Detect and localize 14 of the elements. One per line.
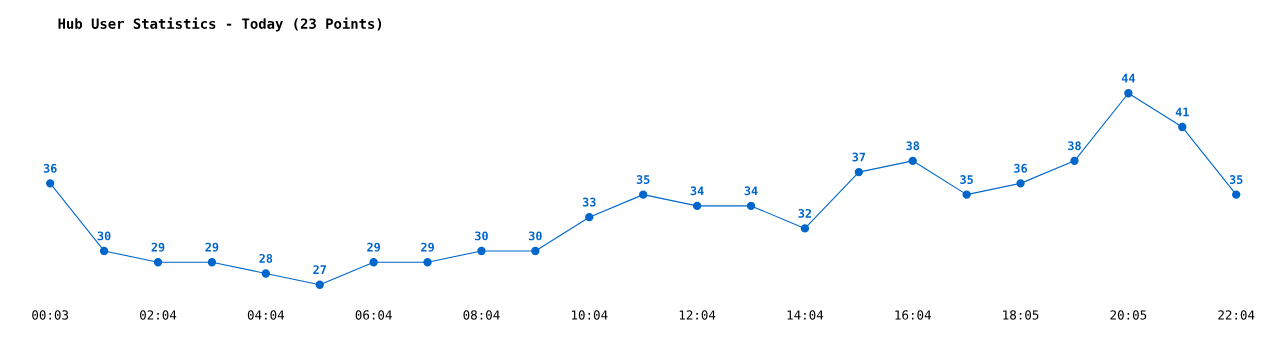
x-tick-label: 14:04 (787, 310, 824, 320)
x-tick-label: 02:04 (140, 310, 177, 320)
x-tick-label: 10:04 (571, 310, 608, 320)
x-tick-label: 20:05 (1110, 310, 1147, 320)
x-tick-label: 06:04 (355, 310, 392, 320)
data-label: 44 (1121, 73, 1135, 83)
x-tick-label: 08:04 (463, 310, 500, 320)
x-tick-label: 04:04 (247, 310, 285, 320)
x-tick-label: 22:04 (1218, 310, 1255, 320)
x-tick-label: 12:04 (679, 310, 716, 320)
x-tick-label: 18:05 (1003, 310, 1039, 320)
x-tick-label: 00:03 (32, 310, 69, 320)
x-tick-label: 16:04 (895, 310, 931, 320)
chart-title: Hub User Statistics - Today (23 Points) (58, 17, 382, 32)
